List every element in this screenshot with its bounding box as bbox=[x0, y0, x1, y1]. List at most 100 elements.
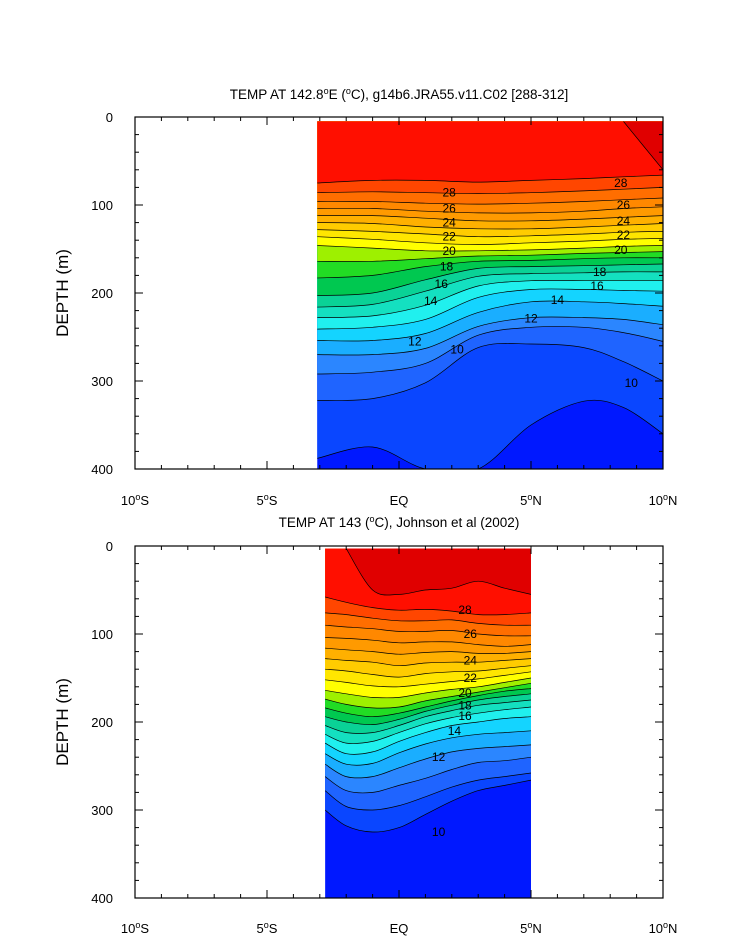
isotherm-10 bbox=[317, 343, 663, 401]
isotherm-14 bbox=[317, 288, 663, 330]
y-tick-label: 300 bbox=[91, 803, 113, 818]
isotherm-16 bbox=[317, 271, 663, 308]
contour-label: 10 bbox=[432, 825, 446, 839]
contour-label: 28 bbox=[614, 176, 628, 190]
isotherm-26 bbox=[325, 624, 531, 637]
isotherm-18 bbox=[325, 688, 531, 718]
isotherm-20 bbox=[325, 677, 531, 699]
contour-label: 18 bbox=[458, 698, 472, 712]
y-tick-label: 100 bbox=[91, 198, 113, 213]
isotherm-11 bbox=[325, 756, 531, 794]
isotherm-28 bbox=[317, 174, 663, 184]
contour-label: 12 bbox=[524, 312, 538, 326]
y-axis-label: DEPTH (m) bbox=[53, 678, 72, 766]
isotherm-12 bbox=[325, 744, 531, 779]
isotherm-25 bbox=[317, 206, 663, 214]
chart-title: TEMP AT 143 (oC), Johnson et al (2002) bbox=[279, 514, 520, 530]
x-tick-label: 10oS bbox=[121, 920, 149, 936]
x-tick-label: EQ bbox=[390, 493, 409, 508]
isotherm-13 bbox=[325, 730, 531, 766]
isotherm-9 bbox=[317, 399, 663, 470]
isotherm-25 bbox=[325, 637, 531, 647]
contour-label: 28 bbox=[442, 186, 456, 200]
x-tick-label: 5oN bbox=[520, 492, 542, 508]
x-tick-label: 10oS bbox=[121, 492, 149, 508]
isotherm-29 bbox=[623, 121, 663, 171]
isotherm-9 bbox=[325, 779, 531, 833]
contour-label: 10 bbox=[450, 342, 464, 356]
band-29 bbox=[346, 548, 531, 596]
contour-label: 22 bbox=[464, 671, 478, 685]
contour-label: 16 bbox=[590, 279, 604, 293]
x-tick-label: 5oN bbox=[520, 920, 542, 936]
y-tick-label: 300 bbox=[91, 374, 113, 389]
x-tick-label: EQ bbox=[390, 921, 409, 936]
isotherm-17 bbox=[317, 263, 663, 296]
isotherm-19 bbox=[325, 682, 531, 709]
contour-label: 26 bbox=[464, 627, 478, 641]
chart-title: TEMP AT 142.8oE (oC), g14b6.JRA55.v11.C0… bbox=[230, 86, 569, 102]
y-tick-label: 400 bbox=[91, 891, 113, 906]
isotherm-15 bbox=[325, 706, 531, 744]
isotherm-20 bbox=[317, 245, 663, 252]
isotherm-10 bbox=[325, 772, 531, 811]
contour-label: 22 bbox=[617, 228, 631, 242]
contour-label: 16 bbox=[435, 277, 449, 291]
isotherm-24 bbox=[325, 647, 531, 655]
contour-label: 16 bbox=[458, 709, 472, 723]
isotherm-22 bbox=[317, 229, 663, 238]
contour-label: 12 bbox=[408, 334, 422, 348]
contour-label: 26 bbox=[617, 198, 631, 212]
y-tick-label: 400 bbox=[91, 462, 113, 477]
isotherm-27 bbox=[325, 612, 531, 626]
contour-label: 28 bbox=[458, 603, 472, 617]
isotherm-18 bbox=[317, 257, 663, 279]
contour-label: 22 bbox=[442, 230, 456, 244]
isotherm-12 bbox=[317, 316, 663, 356]
y-tick-label: 100 bbox=[91, 627, 113, 642]
x-tick-label: 5oS bbox=[257, 492, 278, 508]
y-axis-label: DEPTH (m) bbox=[53, 249, 72, 337]
y-tick-label: 200 bbox=[91, 715, 113, 730]
isotherm-27 bbox=[317, 187, 663, 194]
contour-label: 24 bbox=[464, 653, 478, 667]
isotherm-15 bbox=[317, 279, 663, 318]
contour-label: 18 bbox=[440, 260, 454, 274]
y-tick-label: 0 bbox=[106, 110, 113, 125]
contour-label: 12 bbox=[432, 750, 446, 764]
isotherm-14 bbox=[325, 716, 531, 755]
isotherm-22 bbox=[325, 665, 531, 678]
x-tick-label: 10oN bbox=[649, 920, 678, 936]
y-tick-label: 200 bbox=[91, 286, 113, 301]
contour-label: 18 bbox=[593, 265, 607, 279]
isotherm-28 bbox=[325, 596, 531, 616]
isotherm-16 bbox=[325, 699, 531, 734]
contour-label: 14 bbox=[551, 293, 565, 307]
isotherm-21 bbox=[317, 236, 663, 245]
isotherm-13 bbox=[317, 300, 663, 342]
x-tick-label: 10oN bbox=[649, 492, 678, 508]
isotherm-23 bbox=[317, 222, 663, 230]
isotherm-26 bbox=[317, 197, 663, 205]
isotherm-11 bbox=[317, 326, 663, 375]
x-tick-label: 5oS bbox=[257, 920, 278, 936]
contour-label: 20 bbox=[614, 243, 628, 257]
isotherm-17 bbox=[325, 693, 531, 726]
contour-label: 10 bbox=[625, 376, 639, 390]
contour-label: 26 bbox=[442, 202, 456, 216]
isotherm-29 bbox=[345, 548, 531, 596]
contour-label: 20 bbox=[458, 686, 472, 700]
contour-label: 20 bbox=[442, 244, 456, 258]
y-tick-label: 0 bbox=[106, 539, 113, 554]
isotherm-24 bbox=[317, 215, 663, 222]
isotherm-19 bbox=[317, 251, 663, 262]
isotherm-21 bbox=[325, 671, 531, 688]
contour-label: 24 bbox=[617, 214, 631, 228]
contour-label: 24 bbox=[442, 216, 456, 230]
contour-label: 14 bbox=[448, 724, 462, 738]
